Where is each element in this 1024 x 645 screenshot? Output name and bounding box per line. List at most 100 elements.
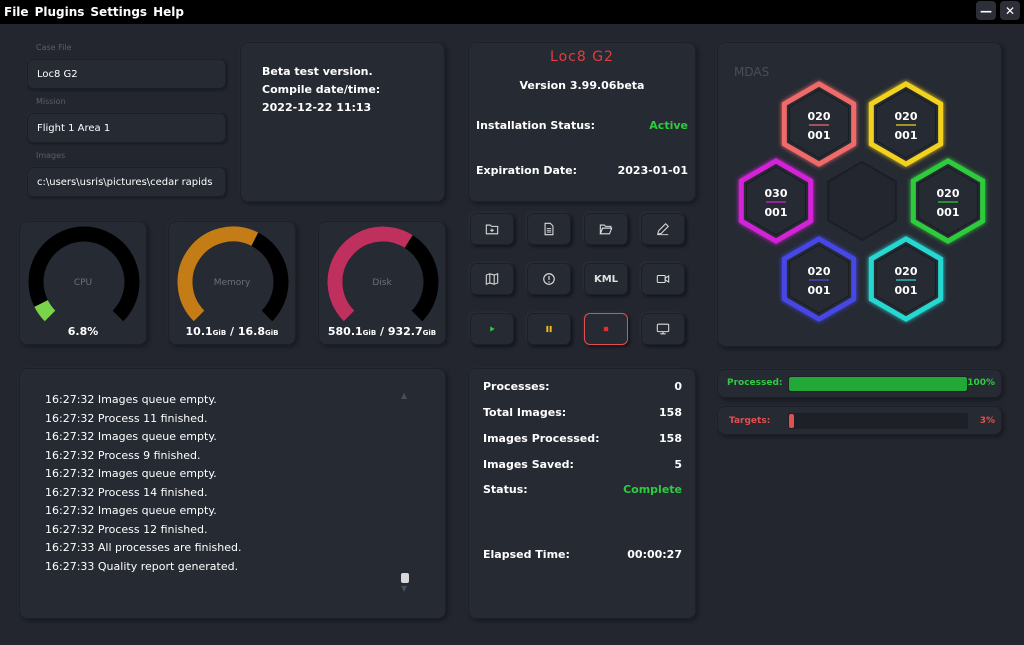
mdas-hex-top-value: 020 xyxy=(808,265,831,278)
log-line: 16:27:32 Process 9 finished. xyxy=(45,448,201,462)
map-button[interactable] xyxy=(470,263,514,295)
mdas-hex-top-value: 020 xyxy=(895,265,918,278)
monitor-icon xyxy=(656,323,670,335)
build-compile-date: 2022-12-22 11:13 xyxy=(262,101,372,114)
processes-value: 0 xyxy=(674,380,682,393)
video-camera-icon xyxy=(656,274,670,284)
menu-file[interactable]: File xyxy=(4,5,29,19)
log-line: 16:27:32 Process 11 finished. xyxy=(45,411,208,425)
new-folder-button[interactable] xyxy=(470,213,514,245)
cpu-gauge-track xyxy=(28,226,140,322)
stop-button[interactable] xyxy=(584,313,628,345)
scrollbar-thumb[interactable] xyxy=(401,573,409,583)
close-icon: ✕ xyxy=(1004,3,1016,18)
log-line: 16:27:32 Process 12 finished. xyxy=(45,522,208,536)
processed-progress-fill xyxy=(789,377,967,391)
stop-icon xyxy=(603,326,609,332)
minimize-button[interactable]: — xyxy=(976,1,996,20)
menu-settings[interactable]: Settings xyxy=(90,5,148,19)
cpu-gauge-panel: CPU 6.8% xyxy=(19,221,147,345)
mdas-hex-bottom-value: 001 xyxy=(808,284,831,297)
processed-progress-track xyxy=(788,376,968,392)
mdas-hex-bottom-value: 001 xyxy=(895,129,918,142)
menu-help[interactable]: Help xyxy=(153,5,184,19)
pause-button[interactable] xyxy=(527,313,571,345)
cpu-gauge-fill xyxy=(34,299,56,322)
images-saved-label: Images Saved: xyxy=(483,458,574,471)
install-status-label: Installation Status: xyxy=(476,119,596,132)
images-label: Images xyxy=(36,151,66,160)
log-list: 16:27:32 Images queue empty. 16:27:32 Pro… xyxy=(45,391,242,576)
case-file-field[interactable]: Loc8 G2 xyxy=(27,59,226,89)
targets-progress-track xyxy=(788,413,968,429)
kml-button[interactable]: KML xyxy=(584,263,628,295)
app-title: Loc8 G2 xyxy=(550,49,614,65)
minimize-icon: — xyxy=(980,3,992,18)
play-button[interactable] xyxy=(470,313,514,345)
build-beta-text: Beta test version. xyxy=(262,65,373,78)
memory-gauge xyxy=(177,226,289,322)
folder-open-icon xyxy=(599,224,613,235)
document-button[interactable] xyxy=(527,213,571,245)
app-version: Version 3.99.06beta xyxy=(519,79,645,92)
processes-label: Processes: xyxy=(483,380,550,393)
cpu-gauge xyxy=(28,226,140,322)
menu-bar: File Plugins Settings Help — ✕ xyxy=(0,0,1024,24)
images-processed-label: Images Processed: xyxy=(483,432,600,445)
app-info-panel: Loc8 G2 Version 3.99.06beta Installation… xyxy=(468,42,696,202)
images-processed-value: 158 xyxy=(659,432,682,445)
edit-button[interactable] xyxy=(641,213,685,245)
disk-gauge-value: 580.1GiB / 932.7GiB xyxy=(327,325,437,338)
memory-gauge-label: Memory xyxy=(213,278,251,288)
status-label: Status: xyxy=(483,483,528,496)
mdas-hex-bottom-value: 001 xyxy=(765,206,788,219)
elapsed-time-label: Elapsed Time: xyxy=(483,548,570,561)
pause-icon xyxy=(546,325,552,333)
mdas-hex-bottom-value: 001 xyxy=(937,206,960,219)
images-saved-value: 5 xyxy=(674,458,682,471)
images-path-field[interactable]: c:\users\usris\pictures\cedar rapids xyxy=(27,167,226,197)
mdas-panel: MDAS 020 001 020 001 030 001 020 001 020 001 020 00… xyxy=(717,42,1002,347)
mdas-title: MDAS xyxy=(734,65,770,79)
menu-plugins[interactable]: Plugins xyxy=(34,5,85,19)
disk-gauge-panel: Disk 580.1GiB / 932.7GiB xyxy=(318,221,446,345)
case-file-label: Case File xyxy=(36,43,72,52)
build-info-panel: Beta test version. Compile date/time: 20… xyxy=(240,42,445,202)
mdas-hex-top-value: 030 xyxy=(765,187,788,200)
cpu-gauge-label: CPU xyxy=(73,278,93,288)
alert-button[interactable] xyxy=(527,263,571,295)
processed-percent: 100% xyxy=(967,378,995,388)
targets-progress-panel: Targets: 3% xyxy=(717,406,1002,435)
install-status-value: Active xyxy=(649,119,688,132)
memory-gauge-panel: Memory 10.1GiB / 16.8GiB xyxy=(168,221,296,345)
log-line: 16:27:32 Images queue empty. xyxy=(45,467,217,480)
scroll-up-icon[interactable]: ▲ xyxy=(401,391,408,400)
elapsed-time-value: 00:00:27 xyxy=(627,548,682,561)
expiration-value: 2023-01-01 xyxy=(617,164,688,177)
targets-label: Targets: xyxy=(729,416,771,426)
expiration-label: Expiration Date: xyxy=(476,164,578,177)
document-icon xyxy=(544,222,554,236)
memory-gauge-value: 10.1GiB / 16.8GiB xyxy=(185,325,279,338)
video-button[interactable] xyxy=(641,263,685,295)
mdas-hex-top-value: 020 xyxy=(937,187,960,200)
processed-label: Processed: xyxy=(727,378,783,388)
log-panel[interactable]: 16:27:32 Images queue empty. 16:27:32 Pro… xyxy=(19,368,446,619)
mdas-hex-top-value: 020 xyxy=(895,110,918,123)
mission-field[interactable]: Flight 1 Area 1 xyxy=(27,113,226,143)
close-button[interactable]: ✕ xyxy=(1000,1,1020,20)
scroll-down-icon[interactable]: ▼ xyxy=(401,584,408,593)
log-line: 16:27:33 All processes are finished. xyxy=(45,541,242,554)
open-folder-button[interactable] xyxy=(584,213,628,245)
disk-gauge-label: Disk xyxy=(372,278,392,288)
monitor-button[interactable] xyxy=(641,313,685,345)
mdas-hex-top-value: 020 xyxy=(808,110,831,123)
status-value: Complete xyxy=(623,483,682,496)
total-images-label: Total Images: xyxy=(483,406,567,419)
